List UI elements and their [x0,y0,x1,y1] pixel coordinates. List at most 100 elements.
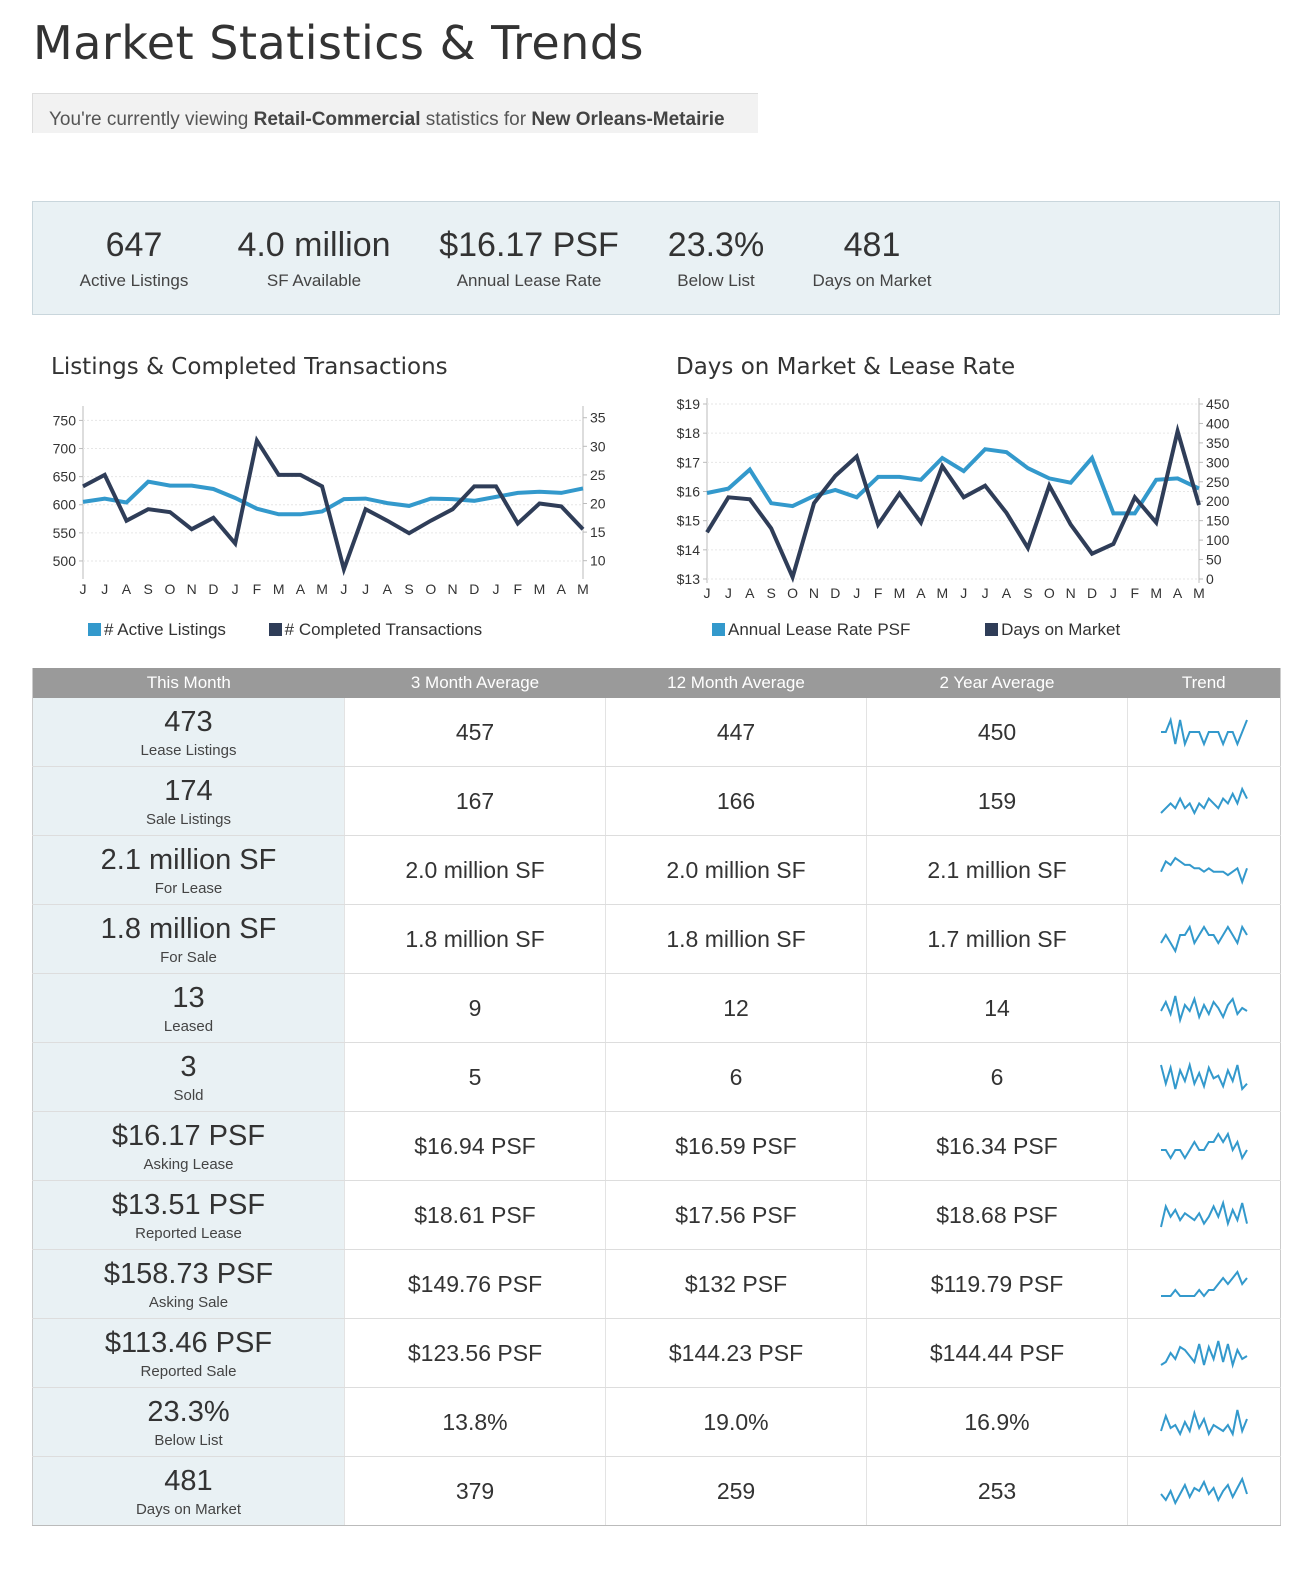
table-row: 174 Sale Listings 167 166 159 [32,766,1281,836]
3-month-average-cell: 9 [344,973,606,1043]
trend-sparkline[interactable] [1158,1405,1250,1439]
2-year-average-cell: $16.34 PSF [866,1111,1128,1181]
summary-stat-days-on-market: 481 Days on Market [801,226,943,291]
legend-label: Annual Lease Rate PSF [728,620,911,639]
x-axis-tick-label: N [187,581,197,597]
metric-label: Leased [163,1017,214,1035]
header-3-month-average: 3 Month Average [344,668,606,698]
3-month-average-cell: $123.56 PSF [344,1318,606,1388]
x-axis-tick-label: M [534,581,546,597]
this-month-cell: $113.46 PSF Reported Sale [32,1318,345,1388]
3-month-average-cell: 1.8 million SF [344,904,606,974]
12-month-average-cell: 2.0 million SF [605,835,867,905]
metric-label: Lease Listings [140,741,237,759]
x-axis-tick-label: J [853,585,860,601]
chart-legend-dom-lease: Annual Lease Rate PSF Days on Market [712,620,1120,640]
2-year-average-cell: 16.9% [866,1387,1128,1457]
12-month-average-cell: 1.8 million SF [605,904,867,974]
x-axis-tick-label: O [165,581,176,597]
x-axis-tick-label: M [1193,585,1205,601]
12-month-average-cell: 6 [605,1042,867,1112]
sparkline-line [1160,1476,1248,1506]
right-axis-tick-label: 400 [1206,415,1230,431]
trend-sparkline[interactable] [1158,715,1250,749]
sparkline-line [1160,856,1248,886]
legend-item-lease-rate[interactable]: Annual Lease Rate PSF [712,620,910,639]
series-line-light [706,447,1200,516]
this-month-value: 3 [180,1050,197,1083]
x-axis-tick-label: O [1044,585,1055,601]
x-axis-tick-label: D [208,581,218,597]
2-year-average-cell: $18.68 PSF [866,1180,1128,1250]
x-axis-tick-label: N [809,585,819,601]
12-month-average-cell: 166 [605,766,867,836]
right-axis-tick-label: 200 [1206,493,1230,509]
trend-sparkline[interactable] [1158,1198,1250,1232]
trend-cell [1127,1249,1281,1319]
this-month-value: 174 [164,774,213,807]
trend-sparkline[interactable] [1158,1129,1250,1163]
this-month-value: $16.17 PSF [111,1119,266,1152]
trend-sparkline[interactable] [1158,1060,1250,1094]
3-month-average-cell: 457 [344,698,606,767]
legend-item-days-on-market[interactable]: Days on Market [985,620,1120,639]
x-axis-tick-label: A [122,581,132,597]
x-axis-tick-label: J [493,581,500,597]
table-row: 481 Days on Market 379 259 253 [32,1456,1281,1526]
table-header-row: This Month 3 Month Average 12 Month Aver… [32,668,1281,698]
2-year-average-cell: 6 [866,1042,1128,1112]
trend-sparkline[interactable] [1158,922,1250,956]
x-axis-tick-label: M [577,581,589,597]
trend-sparkline[interactable] [1158,784,1250,818]
legend-label: # Completed Transactions [284,620,483,639]
x-axis-tick-label: J [80,581,87,597]
header-trend: Trend [1127,668,1281,698]
legend-swatch [712,623,725,636]
legend-swatch [268,623,282,636]
this-month-cell: 473 Lease Listings [32,698,345,767]
table-row: 2.1 million SF For Lease 2.0 million SF 2.0… [32,835,1281,905]
3-month-average-cell: 13.8% [344,1387,606,1457]
metric-label: Sold [173,1086,204,1104]
trend-sparkline[interactable] [1158,1336,1250,1370]
3-month-average-cell: $149.76 PSF [344,1249,606,1319]
legend-item-active-listings[interactable]: # Active Listings [88,620,226,639]
trend-sparkline[interactable] [1158,991,1250,1025]
left-axis-tick-label: $18 [677,425,701,441]
summary-stat-lease-rate: $16.17 PSF Annual Lease Rate [429,226,629,291]
summary-stat-active-listings: 647 Active Listings [66,226,202,291]
trend-sparkline[interactable] [1158,1267,1250,1301]
trend-sparkline[interactable] [1158,1474,1250,1508]
legend-item-completed-transactions[interactable]: # Completed Transactions [268,620,483,639]
this-month-value: 481 [164,1464,213,1497]
sparkline-line [1160,1340,1248,1369]
x-axis-tick-label: A [745,585,755,601]
right-axis-tick-label: 300 [1206,454,1230,470]
right-axis-tick-label: 35 [590,410,606,426]
3-month-average-cell: 2.0 million SF [344,835,606,905]
trend-cell [1127,1387,1281,1457]
2-year-average-cell: 450 [866,698,1128,767]
12-month-average-cell: $16.59 PSF [605,1111,867,1181]
left-axis-tick-label: 650 [53,469,77,485]
summary-label: Annual Lease Rate [456,271,602,290]
left-axis-tick-label: 500 [53,553,77,569]
chart-legend-listings: # Active Listings # Completed Transactio… [88,620,482,640]
left-axis-tick-label: $15 [677,513,701,529]
this-month-cell: 481 Days on Market [32,1456,345,1526]
summary-label: SF Available [266,271,362,290]
left-axis-tick-label: 600 [53,497,77,513]
12-month-average-cell: $144.23 PSF [605,1318,867,1388]
x-axis-tick-label: M [273,581,285,597]
trend-sparkline[interactable] [1158,853,1250,887]
left-axis-tick-label: 550 [53,525,77,541]
legend-swatch [88,623,101,636]
table-row: 23.3% Below List 13.8% 19.0% 16.9% [32,1387,1281,1457]
this-month-cell: $16.17 PSF Asking Lease [32,1111,345,1181]
summary-label: Days on Market [812,271,932,290]
trend-cell [1127,766,1281,836]
legend-swatch [985,623,999,636]
summary-box: 647 Active Listings 4.0 million SF Avail… [32,201,1280,315]
12-month-average-cell: 19.0% [605,1387,867,1457]
